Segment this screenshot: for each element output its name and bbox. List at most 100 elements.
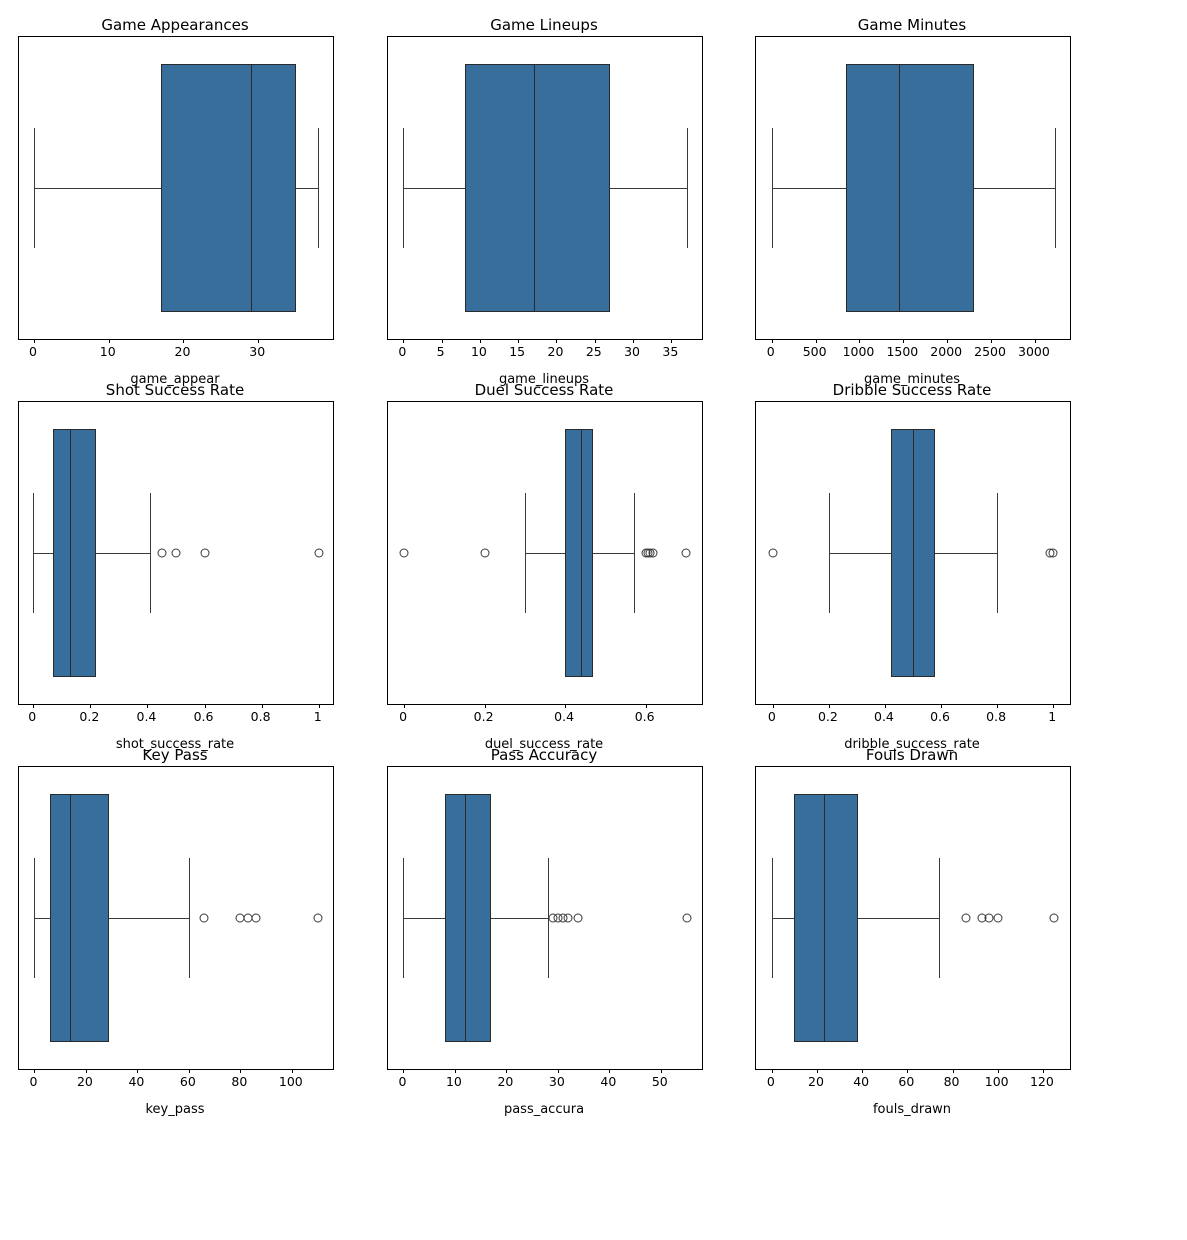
xtick-label: 1000	[843, 344, 875, 359]
xtick-mark	[661, 1069, 662, 1073]
box-body	[565, 429, 593, 677]
xtick-mark	[907, 1069, 908, 1073]
xtick-mark	[558, 1069, 559, 1073]
xtick-label: 1	[314, 709, 322, 724]
xtick-mark	[183, 339, 184, 343]
xtick-mark	[991, 339, 992, 343]
cap-lower	[34, 128, 35, 249]
whisker-lower	[33, 553, 53, 554]
xtick-label: 20	[497, 1074, 513, 1089]
median-line	[70, 429, 71, 677]
xtick-mark	[903, 339, 904, 343]
xtick-mark	[947, 339, 948, 343]
plot-area	[755, 401, 1071, 705]
xtick-label: 25	[586, 344, 602, 359]
xtick-label: 0	[29, 344, 37, 359]
xtick-label: 0.8	[251, 709, 271, 724]
xtick-label: 0	[767, 1074, 775, 1089]
xtick-label: 0.6	[930, 709, 950, 724]
whisker-lower	[829, 553, 891, 554]
chart-title: Game Lineups	[387, 16, 701, 34]
cap-lower	[829, 493, 830, 614]
xtick-mark	[671, 339, 672, 343]
xtick-mark	[205, 704, 206, 708]
median-line	[824, 794, 825, 1042]
plot-area	[387, 401, 703, 705]
x-axis-label: fouls_drawn	[755, 1102, 1069, 1117]
xtick-label: 20	[808, 1074, 824, 1089]
outlier-marker	[768, 549, 777, 558]
xtick-label: 30	[249, 344, 265, 359]
xtick-mark	[816, 339, 817, 343]
plot-area	[755, 766, 1071, 1070]
xtick-mark	[941, 704, 942, 708]
xtick-mark	[829, 704, 830, 708]
box-body	[53, 429, 96, 677]
cap-upper	[634, 493, 635, 614]
outlier-marker	[251, 914, 260, 923]
median-line	[465, 794, 466, 1042]
xtick-mark	[86, 1069, 87, 1073]
xtick-mark	[817, 1069, 818, 1073]
median-line	[251, 64, 252, 312]
whisker-upper	[935, 553, 997, 554]
xtick-label: 1500	[886, 344, 918, 359]
xtick-label: 10	[446, 1074, 462, 1089]
whisker-upper	[109, 918, 189, 919]
xtick-label: 0	[398, 1074, 406, 1089]
xtick-label: 20	[77, 1074, 93, 1089]
xtick-label: 0	[29, 1074, 37, 1089]
cap-upper	[687, 128, 688, 249]
xtick-label: 0.8	[986, 709, 1006, 724]
xtick-label: 35	[662, 344, 678, 359]
median-line	[581, 429, 582, 677]
xtick-mark	[485, 704, 486, 708]
xtick-label: 50	[652, 1074, 668, 1089]
xtick-mark	[442, 339, 443, 343]
xtick-label: 0.4	[137, 709, 157, 724]
chart-title: Fouls Drawn	[755, 746, 1069, 764]
whisker-lower	[403, 918, 444, 919]
xtick-mark	[1053, 704, 1054, 708]
outlier-marker	[200, 914, 209, 923]
xtick-mark	[518, 339, 519, 343]
outlier-marker	[313, 914, 322, 923]
xtick-label: 5	[437, 344, 445, 359]
whisker-upper	[296, 188, 318, 189]
xtick-label: 20	[175, 344, 191, 359]
chart-title: Game Minutes	[755, 16, 1069, 34]
xtick-mark	[258, 339, 259, 343]
xtick-mark	[997, 704, 998, 708]
xtick-label: 40	[853, 1074, 869, 1089]
whisker-upper	[974, 188, 1056, 189]
xtick-mark	[137, 1069, 138, 1073]
box-body	[445, 794, 491, 1042]
xtick-label: 20	[548, 344, 564, 359]
box-body	[50, 794, 109, 1042]
xtick-label: 2500	[974, 344, 1006, 359]
box-body	[846, 64, 973, 312]
xtick-label: 0.4	[874, 709, 894, 724]
whisker-lower	[34, 188, 161, 189]
outlier-marker	[1050, 914, 1059, 923]
xtick-mark	[646, 704, 647, 708]
cap-lower	[772, 858, 773, 979]
subplot-pass-accuracy: Pass Accuracy01020304050pass_accura	[387, 766, 701, 1068]
xtick-label: 100	[985, 1074, 1009, 1089]
xtick-label: 0.4	[554, 709, 574, 724]
subplot-game-minutes: Game Minutes050010001500200025003000game…	[755, 36, 1069, 338]
xtick-mark	[34, 1069, 35, 1073]
xtick-mark	[33, 704, 34, 708]
xtick-label: 40	[128, 1074, 144, 1089]
xtick-mark	[859, 339, 860, 343]
xtick-label: 500	[803, 344, 827, 359]
xtick-label: 15	[509, 344, 525, 359]
xtick-label: 0.6	[194, 709, 214, 724]
cap-upper	[189, 858, 190, 979]
xtick-label: 0	[398, 344, 406, 359]
chart-title: Shot Success Rate	[18, 381, 332, 399]
median-line	[913, 429, 914, 677]
xtick-mark	[292, 1069, 293, 1073]
cap-upper	[150, 493, 151, 614]
cap-upper	[939, 858, 940, 979]
